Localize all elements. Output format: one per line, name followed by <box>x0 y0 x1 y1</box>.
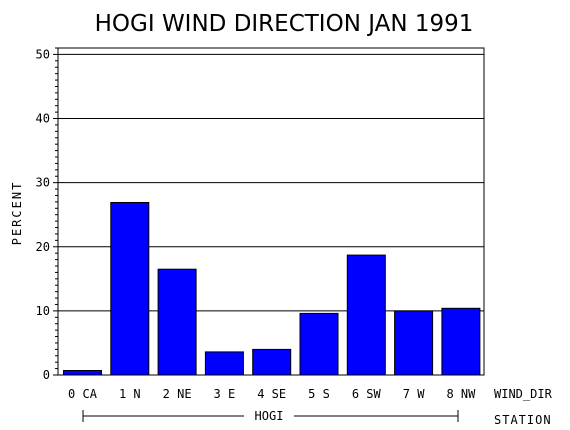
bar-1-n <box>110 202 150 376</box>
bar-0-ca <box>63 370 102 376</box>
x-tick-label: 7 W <box>403 387 425 401</box>
bars <box>63 202 481 376</box>
x-tick-label: 1 N <box>119 387 141 401</box>
x-tick-label: 5 S <box>308 387 330 401</box>
bar-2-ne <box>157 268 197 376</box>
y-tick-label: 40 <box>36 112 50 126</box>
y-tick-label: 50 <box>36 47 50 61</box>
bar-8-nw <box>441 307 481 376</box>
x-tick-label: 2 NE <box>163 387 192 401</box>
y-axis: 0 10 20 30 40 50 <box>36 47 58 382</box>
x-tick-label: 6 SW <box>352 387 382 401</box>
station-bracket: HOGI <box>82 409 459 423</box>
x-axis-label: WIND_DIR <box>494 387 553 401</box>
x-tick-label: 0 CA <box>68 387 98 401</box>
bar-6-sw <box>346 254 386 376</box>
y-tick-label: 10 <box>36 304 50 318</box>
x-tick-label: 4 SE <box>257 387 286 401</box>
x-tick-label: 8 NW <box>446 387 476 401</box>
bar-4-se <box>252 348 292 376</box>
y-axis-label: PERCENT <box>10 181 24 246</box>
y-tick-label: 20 <box>36 240 50 254</box>
y-tick-label: 0 <box>43 368 50 382</box>
plot-frame <box>57 47 485 376</box>
chart-title: HOGI WIND DIRECTION JAN 1991 <box>95 11 474 37</box>
station-group-label: HOGI <box>255 409 284 423</box>
bar-5-s <box>299 312 339 376</box>
bar-7-w <box>394 310 434 376</box>
x-tick-labels: 0 CA 1 N 2 NE 3 E 4 SE 5 S 6 SW 7 W 8 NW <box>68 387 476 401</box>
bar-3-e <box>204 351 244 376</box>
y-tick-label: 30 <box>36 176 50 190</box>
station-axis-label: STATION <box>494 413 552 427</box>
x-tick-label: 3 E <box>214 387 236 401</box>
